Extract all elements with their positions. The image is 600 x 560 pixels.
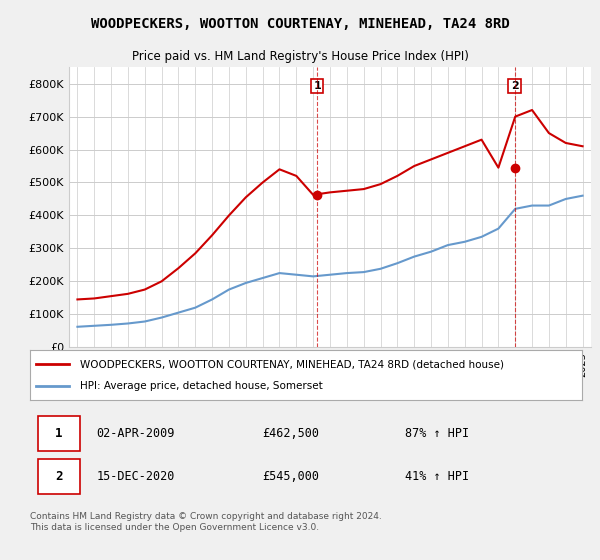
Text: £545,000: £545,000 — [262, 470, 319, 483]
Text: £462,500: £462,500 — [262, 427, 319, 440]
Text: 1: 1 — [55, 427, 62, 440]
Text: 2: 2 — [511, 81, 518, 91]
Text: 1: 1 — [313, 81, 321, 91]
FancyBboxPatch shape — [38, 459, 80, 494]
Text: 2: 2 — [55, 470, 62, 483]
Text: HPI: Average price, detached house, Somerset: HPI: Average price, detached house, Some… — [80, 381, 322, 391]
Text: Price paid vs. HM Land Registry's House Price Index (HPI): Price paid vs. HM Land Registry's House … — [131, 50, 469, 63]
FancyBboxPatch shape — [38, 416, 80, 451]
Text: 02-APR-2009: 02-APR-2009 — [96, 427, 175, 440]
Text: 41% ↑ HPI: 41% ↑ HPI — [406, 470, 469, 483]
Text: 87% ↑ HPI: 87% ↑ HPI — [406, 427, 469, 440]
Text: Contains HM Land Registry data © Crown copyright and database right 2024.
This d: Contains HM Land Registry data © Crown c… — [30, 512, 382, 532]
Text: WOODPECKERS, WOOTTON COURTENAY, MINEHEAD, TA24 8RD (detached house): WOODPECKERS, WOOTTON COURTENAY, MINEHEAD… — [80, 359, 503, 369]
Text: WOODPECKERS, WOOTTON COURTENAY, MINEHEAD, TA24 8RD: WOODPECKERS, WOOTTON COURTENAY, MINEHEAD… — [91, 17, 509, 31]
Text: 15-DEC-2020: 15-DEC-2020 — [96, 470, 175, 483]
